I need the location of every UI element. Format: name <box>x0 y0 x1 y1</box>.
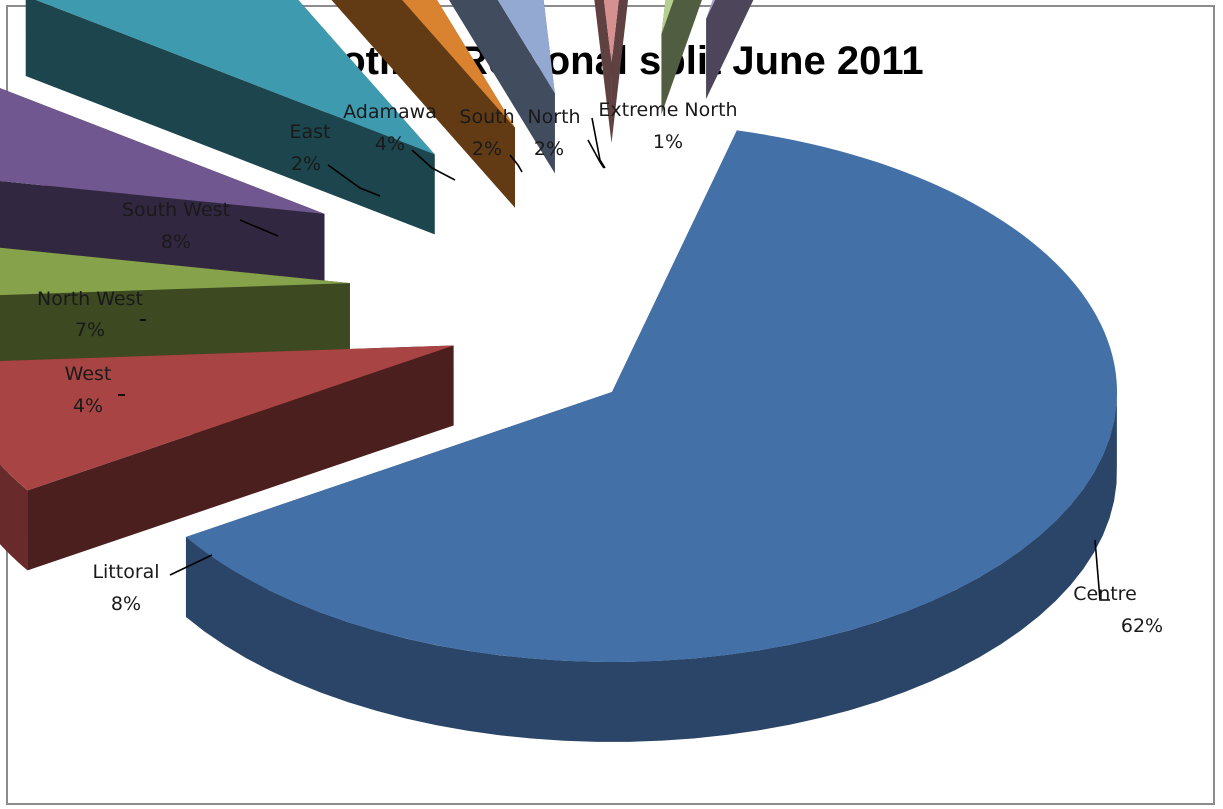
slice-label-adamawa: Adamawa <box>343 101 437 123</box>
slice-label-south: South <box>459 106 514 128</box>
leader-line-south <box>509 154 523 173</box>
slice-percent-east: 2% <box>291 153 321 175</box>
slice-label-north-west: North West <box>37 288 143 310</box>
slice-percent-adamawa: 4% <box>375 133 405 155</box>
pie-slice-east <box>331 0 516 208</box>
leader-line-south-west <box>239 219 279 237</box>
leader-line-littoral <box>169 554 213 576</box>
leader-line-centre <box>1094 539 1110 601</box>
slice-percent-extreme-north: 1% <box>653 131 683 153</box>
slice-label-extreme-north: Extreme North <box>598 99 737 121</box>
pie-slice-littoral <box>0 345 454 571</box>
leader-line-east <box>327 164 381 197</box>
leader-line-adamawa <box>411 149 456 181</box>
pie-slice-centre <box>185 130 1117 742</box>
slice-percent-centre: 62% <box>1121 615 1163 637</box>
pie-slice-south <box>594 0 629 144</box>
slice-label-north: North <box>527 106 580 128</box>
slice-label-south-west: South West <box>122 199 230 221</box>
slice-percent-north-west: 7% <box>75 319 105 341</box>
slice-label-centre: Centre <box>1073 583 1137 605</box>
slice-percent-south-west: 8% <box>161 231 191 253</box>
slice-label-littoral: Littoral <box>92 561 159 583</box>
pie-slice-extreme-north <box>706 0 754 99</box>
pie-slice-adamawa <box>449 0 555 174</box>
slice-percent-west: 4% <box>73 395 103 417</box>
leader-line-extreme-north <box>591 117 606 169</box>
pie-slice-north <box>661 0 702 115</box>
leader-line-north <box>587 139 605 169</box>
slice-percent-littoral: 8% <box>111 593 141 615</box>
pie-slice-south-west <box>25 0 435 235</box>
slice-percent-south: 2% <box>472 138 502 160</box>
slice-percent-north: 2% <box>534 138 564 160</box>
slice-label-west: West <box>65 363 112 385</box>
slice-label-east: East <box>290 121 331 143</box>
